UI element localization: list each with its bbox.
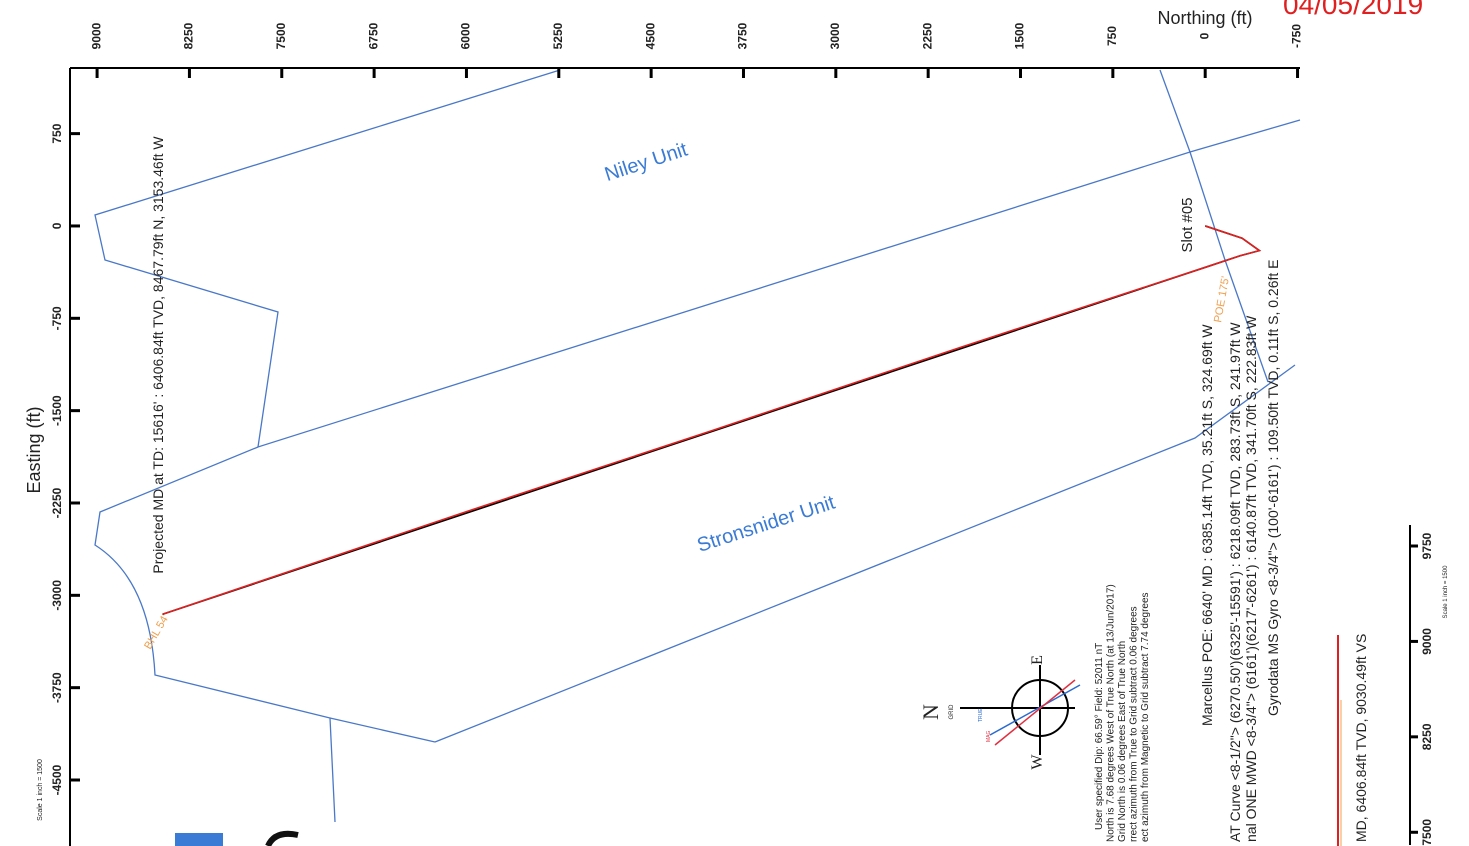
compass-letter: TRUE	[978, 708, 984, 722]
x-tick-label: 0	[1197, 32, 1211, 39]
x-tick-label: 750	[1105, 26, 1119, 46]
well-path	[162, 225, 1262, 615]
compass-mag	[994, 679, 1076, 746]
x-tick-label: 6000	[459, 22, 473, 49]
compass-letter: GRID	[949, 704, 955, 720]
x-tick-label: 3000	[828, 22, 842, 49]
magnetic-notes: User specified Dip: 66.59° Field: 52011 …	[1094, 584, 1151, 842]
annotation: AT Curve <8-1/2"> (6270.50')(6325'-15591…	[1227, 322, 1243, 842]
y-tick-label: -1500	[50, 395, 64, 426]
x-tick-label: 6750	[366, 22, 380, 49]
y-tick-label: -750	[50, 306, 64, 330]
x-tick-label: 5250	[551, 22, 565, 49]
date: 04/05/2019	[1283, 0, 1423, 20]
boundary	[94, 69, 1301, 448]
boundary	[434, 364, 1296, 743]
x-axis-title: Northing (ft)	[1157, 8, 1252, 28]
annotation: Gyrodata MS Gyro <8-3/4"> (100'-6161') :…	[1265, 260, 1281, 716]
unit-label: Niley Unit	[602, 138, 691, 186]
annotation: Slot #05	[1179, 197, 1196, 252]
scale-note: Scale 1 inch = 1500	[1443, 565, 1449, 619]
x-tick-label: 3750	[736, 22, 750, 49]
lease-boundaries	[94, 69, 1301, 823]
y-tick-label: -2250	[50, 487, 64, 518]
compass: N GRID E W TRUE MAG	[918, 655, 1081, 770]
vs-title: MD, 6406.84ft TVD, 9030.49ft VS	[1353, 634, 1369, 842]
x-tick-label: 4500	[643, 22, 657, 49]
logo-mark	[265, 830, 299, 846]
x-tick-label: -750	[1290, 24, 1304, 48]
boundary	[1159, 69, 1269, 383]
magnetic-note: Grid North is 0.06 degrees East of True …	[1117, 641, 1128, 842]
annotation: nal ONE MWD <8-3/4"> (6161')(6217'-6261'…	[1243, 315, 1259, 842]
annotation: POE 175'	[1212, 275, 1232, 323]
magnetic-note: ect azimuth from Magnetic to Grid subtra…	[1140, 592, 1151, 842]
compass-letter: N	[918, 704, 943, 720]
x-tick-label: 9000	[89, 22, 103, 49]
y-tick-label: -4500	[50, 764, 64, 795]
x-tick-label: 1500	[1013, 22, 1027, 49]
magnetic-note: rrect azimuth from True to Grid subtract…	[1129, 606, 1140, 842]
y-axis-title: Easting (ft)	[24, 406, 44, 493]
unit-label: Stronsnider Unit	[695, 492, 839, 557]
vs-tick-label: 9000	[1420, 628, 1434, 655]
y-tick-label: -3750	[50, 672, 64, 703]
compass-letter: MAG	[986, 731, 992, 743]
x-tick-label: 2250	[920, 22, 934, 49]
vs-tick-label: 8250	[1420, 723, 1434, 750]
vs-tick-label: 7500	[1420, 819, 1434, 846]
magnetic-note: North is 7.68 degrees West of True North…	[1106, 584, 1117, 842]
y-tick-label: -3000	[50, 580, 64, 611]
annotation: Projected MD at TD: 15616' : 6406.84ft T…	[150, 136, 166, 574]
compass-true	[989, 684, 1081, 736]
vs-tick-label: 9750	[1420, 532, 1434, 559]
scale-note: Scale 1 inch = 1500	[37, 759, 44, 821]
compass-letter: E	[1029, 655, 1046, 665]
boundary	[94, 446, 336, 823]
x-tick-label: 8250	[182, 22, 196, 49]
annotation: Marcellus POE: 6640' MD : 6385.14ft TVD,…	[1199, 324, 1215, 726]
y-tick-label: 750	[50, 123, 64, 143]
logo-block	[175, 833, 223, 846]
compass-letter: W	[1029, 754, 1046, 770]
y-tick-label: 0	[50, 222, 64, 229]
x-tick-label: 7500	[274, 22, 288, 49]
magnetic-note: User specified Dip: 66.59° Field: 52011 …	[1094, 643, 1105, 830]
well-path	[162, 225, 1262, 615]
boundary	[329, 717, 436, 743]
